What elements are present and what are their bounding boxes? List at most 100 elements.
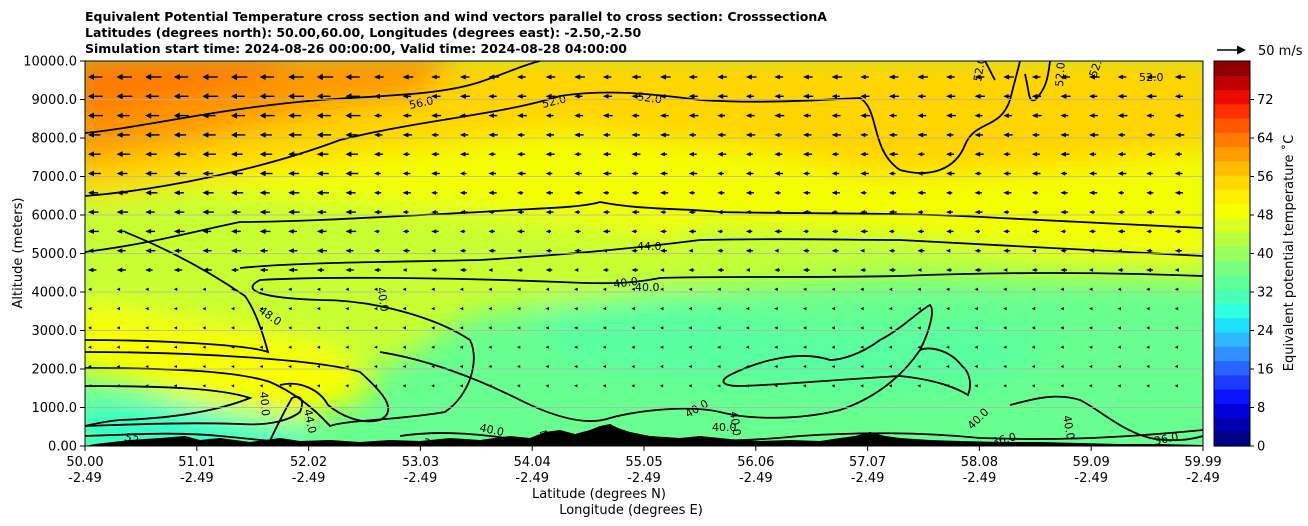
wind-vector-head (860, 132, 866, 138)
colorbar-segment (1214, 232, 1250, 247)
wind-vector-head (1203, 326, 1206, 329)
wind-vector-head (517, 384, 521, 388)
wind-vector-head (431, 384, 435, 388)
wind-vector-head (1031, 229, 1037, 234)
wind-vector-head (1031, 171, 1038, 176)
wind-vector-head (1174, 384, 1178, 388)
wind-vector-head (574, 384, 578, 388)
wind-vector-head (173, 73, 180, 81)
wind-vector-head (288, 112, 295, 119)
colorbar-tick-label: 40 (1257, 247, 1274, 262)
contour-40-d (85, 395, 303, 446)
wind-vector-head (831, 326, 835, 330)
colorbar-segment (1214, 374, 1250, 390)
colorbar-segment (1214, 331, 1250, 347)
wind-vector-head (1089, 190, 1095, 196)
wind-vector-head (860, 229, 866, 234)
wind-vector-head (660, 326, 664, 330)
wind-vector-head (688, 74, 695, 80)
wind-vector-head (917, 326, 921, 330)
wind-vector-head (145, 151, 152, 157)
wind-vector-head (173, 326, 178, 330)
plot-area: 56.0 52.0 52.0 52.0 52.0 52.0 52.0 48.0 … (85, 61, 1209, 453)
wind-vector-head (545, 171, 551, 176)
wind-vector-head (431, 364, 435, 369)
wind-vector-head (231, 73, 237, 81)
wind-vector-head (574, 94, 580, 99)
wind-vector-head (888, 151, 895, 157)
wind-vector-head (688, 345, 692, 349)
wind-vector-head (888, 132, 895, 138)
wind-vector-head (1031, 287, 1036, 291)
wind-vector-head (803, 364, 807, 369)
wind-vector-head (374, 74, 380, 80)
contour-label: 52.0 (637, 90, 663, 106)
wind-vector-head (173, 190, 180, 196)
wind-vector-head (173, 384, 177, 388)
wind-vector-head (974, 190, 980, 195)
wind-vector-head (888, 248, 894, 253)
colorbar-tick-label: 24 (1257, 324, 1274, 339)
wind-vector-head (688, 209, 694, 215)
wind-vector-head (316, 326, 321, 330)
wind-vector-head (631, 248, 637, 253)
wind-vector-head (374, 190, 380, 195)
contour-label: 36.0 (422, 436, 448, 453)
wind-vector-head (545, 384, 549, 388)
wind-vector-head (631, 74, 638, 80)
wind-vector-head (688, 171, 695, 176)
wind-vector-head (1117, 190, 1123, 195)
wind-vector-head (145, 267, 151, 273)
wind-vector-head (517, 93, 523, 99)
wind-vector-head (774, 93, 781, 99)
wind-vector-head (459, 345, 464, 349)
wind-vector-head (288, 267, 294, 273)
x-tick-label-lon: -2.49 (1074, 471, 1108, 486)
wind-vector-head (488, 326, 492, 330)
wind-vector-head (602, 113, 609, 119)
wind-vector-head (402, 364, 406, 369)
x-tick-label-lon: -2.49 (963, 471, 997, 486)
wind-vector-head (1060, 74, 1067, 80)
wind-vector-head (288, 209, 295, 215)
wind-vector-head (660, 210, 665, 215)
wind-vector-head (431, 306, 435, 311)
colorbar-segment (1214, 431, 1250, 447)
wind-vector-head (517, 364, 521, 369)
wind-vector-head (288, 132, 295, 138)
wind-vector-head (1146, 113, 1152, 118)
wind-vector-head (488, 190, 494, 196)
wind-vector-head (288, 248, 294, 254)
wind-vector-head (717, 229, 722, 234)
wind-vector-head (517, 74, 523, 80)
wind-vector-head (202, 229, 208, 234)
wind-vector-head (1203, 171, 1209, 176)
colorbar-segment (1214, 75, 1250, 91)
wind-vector-head (660, 113, 666, 118)
wind-vector-head (688, 151, 694, 157)
wind-vector-head (431, 151, 437, 157)
wind-vector-head (917, 229, 923, 234)
wind-vector-head (259, 93, 266, 100)
wind-vector-head (545, 306, 550, 311)
wind-vector-head (745, 113, 752, 118)
wind-vector-head (1060, 287, 1064, 291)
wind-vector-head (1031, 248, 1037, 253)
wind-vector-head (831, 152, 837, 157)
wind-vector-head (316, 170, 323, 177)
wind-vector-head (402, 132, 409, 138)
wind-vector-head (1060, 113, 1066, 118)
wind-vector-head (774, 171, 780, 176)
wind-vector-head (660, 171, 666, 176)
wind-vector-head (888, 267, 894, 273)
wind-vector-head (803, 345, 807, 349)
wind-vector-head (488, 132, 495, 138)
wind-vector-head (831, 190, 837, 196)
wind-vector-head (917, 94, 923, 99)
wind-vector-head (517, 229, 523, 234)
wind-vector-head (888, 229, 894, 234)
wind-vector-head (631, 93, 638, 99)
wind-vector-head (774, 74, 780, 80)
wind-vector-head (288, 364, 292, 369)
wind-vector-head (116, 326, 120, 330)
